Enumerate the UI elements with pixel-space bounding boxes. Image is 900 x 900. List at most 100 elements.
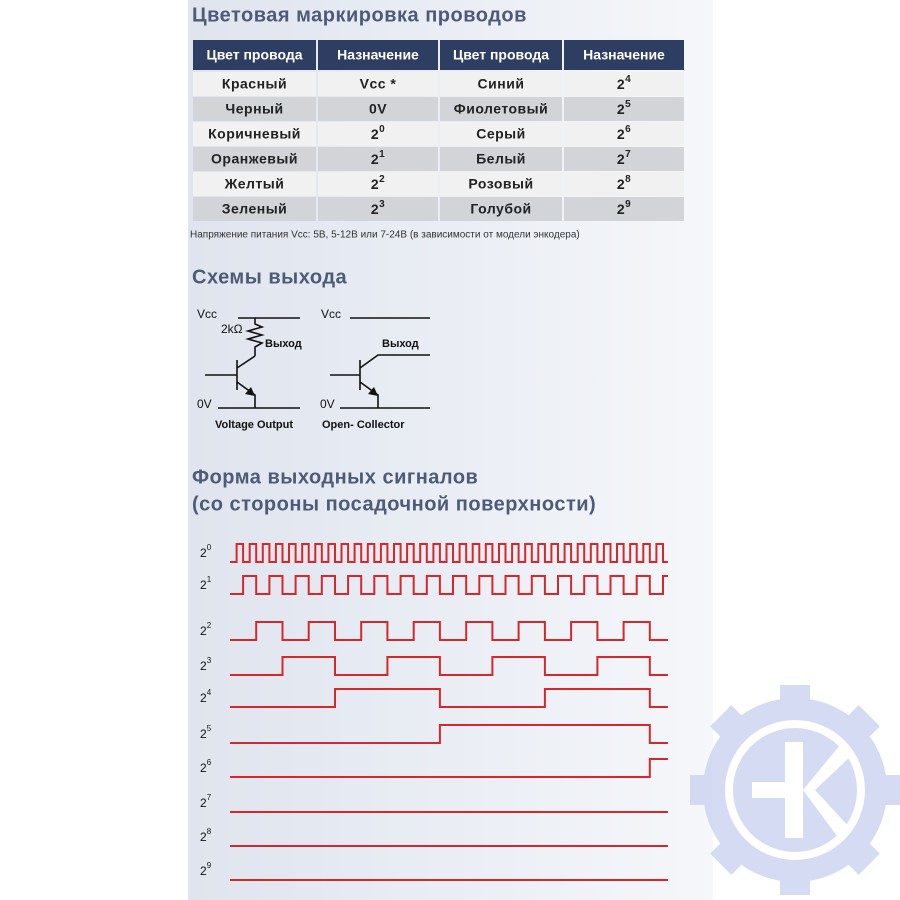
cell-text: Серый [476,126,526,142]
cell-text: Фиолетовый [454,101,548,117]
header-cell [564,40,684,70]
cell-text: Коричневый [208,126,301,142]
table-cell [193,147,316,171]
exponent: 5 [207,724,212,733]
table-cell [193,72,316,96]
header-text: Цвет провода [206,47,302,63]
signal-label: 26 [200,758,212,775]
table-cell [318,172,438,196]
header-cell [318,40,438,70]
base: 2 [371,176,379,192]
cell-text: 27 [617,149,631,167]
exponent: 5 [625,99,631,110]
base: 2 [200,830,207,844]
cell-text: 21 [371,149,385,167]
cell-text: 26 [617,124,631,142]
signal-waveform [230,543,668,563]
base: 2 [200,727,207,741]
signal-label: 23 [200,656,212,673]
exponent: 1 [207,575,212,584]
circuit-caption: Open- Collector [322,419,405,431]
exponent: 0 [379,124,385,135]
heading: Цветовая маркировка проводов [192,4,527,26]
table-cell [440,172,562,196]
cell-text: 23 [371,199,385,217]
note: Напряжение питания Vcc: 5В, 5-12В или 7-… [190,230,580,241]
heading: Схемы выхода [192,266,348,288]
table-cell [318,147,438,171]
cell-text: 0V [369,101,387,117]
heading: Форма выходных сигналов [192,466,478,488]
cell-text: Зеленый [222,201,288,217]
circuit-caption: Voltage Output [215,419,293,431]
circuit-voltage-output [205,317,300,409]
signal-label: 24 [200,688,212,705]
base: 2 [371,151,379,167]
signal-label: 29 [200,861,212,878]
cell-text: Синий [478,76,525,92]
header-text: Цвет провода [453,47,549,63]
table-cell [564,122,684,146]
output-label: Выход [382,338,419,350]
ground-label: 0V [320,397,335,411]
exponent: 9 [207,861,212,870]
signal-label: 20 [200,543,212,560]
signal-label: 21 [200,575,212,592]
cell-text: Розовый [468,176,533,192]
table-cell [318,122,438,146]
cell-text: 29 [617,199,631,217]
signal-waveform [230,724,668,744]
header-cell [440,40,562,70]
exponent: 7 [207,793,212,802]
cell-text: 28 [617,174,631,192]
heading: (со стороны посадочной поверхности) [192,493,596,515]
cell-text: Белый [476,151,526,167]
exponent: 3 [379,199,385,210]
circuit-open-collector [330,317,430,409]
base: 2 [371,201,379,217]
exponent: 1 [379,149,385,160]
table-cell [440,147,562,171]
cell-text: Красный [222,76,287,92]
exponent: 6 [625,124,631,135]
exponent: 8 [207,827,212,836]
table-cell [318,72,438,96]
table-cell [193,97,316,121]
exponent: 8 [625,174,631,185]
signal-waveform [230,758,668,778]
exponent: 6 [207,758,212,767]
base: 2 [617,76,625,92]
table-cell [193,122,316,146]
table-cell [318,97,438,121]
exponent: 4 [625,74,631,85]
header-text: Назначение [337,47,419,63]
exponent: 3 [207,656,212,665]
output-label: Выход [265,338,302,350]
base: 2 [617,201,625,217]
base: 2 [200,546,207,560]
signal-waveform [230,575,668,595]
exponent: 2 [207,621,212,630]
table-cell [564,72,684,96]
header-text: Назначение [583,47,665,63]
base: 2 [617,101,625,117]
table-cell [564,97,684,121]
cell-text: Желтый [224,176,285,192]
base: 2 [200,691,207,705]
signal-label: 25 [200,724,212,741]
ground-label: 0V [197,397,212,411]
table-cell [564,197,684,221]
signal-waveform [230,621,668,641]
watermark-logo [690,685,900,895]
table-cell [440,72,562,96]
cell-text: 22 [371,174,385,192]
cell-text: Голубой [470,201,531,217]
table-cell [440,97,562,121]
signal-label: 22 [200,621,212,638]
base: 2 [617,126,625,142]
base: 2 [200,659,207,673]
signal-label: 27 [200,793,212,810]
table-cell [440,122,562,146]
header-cell [193,40,316,70]
